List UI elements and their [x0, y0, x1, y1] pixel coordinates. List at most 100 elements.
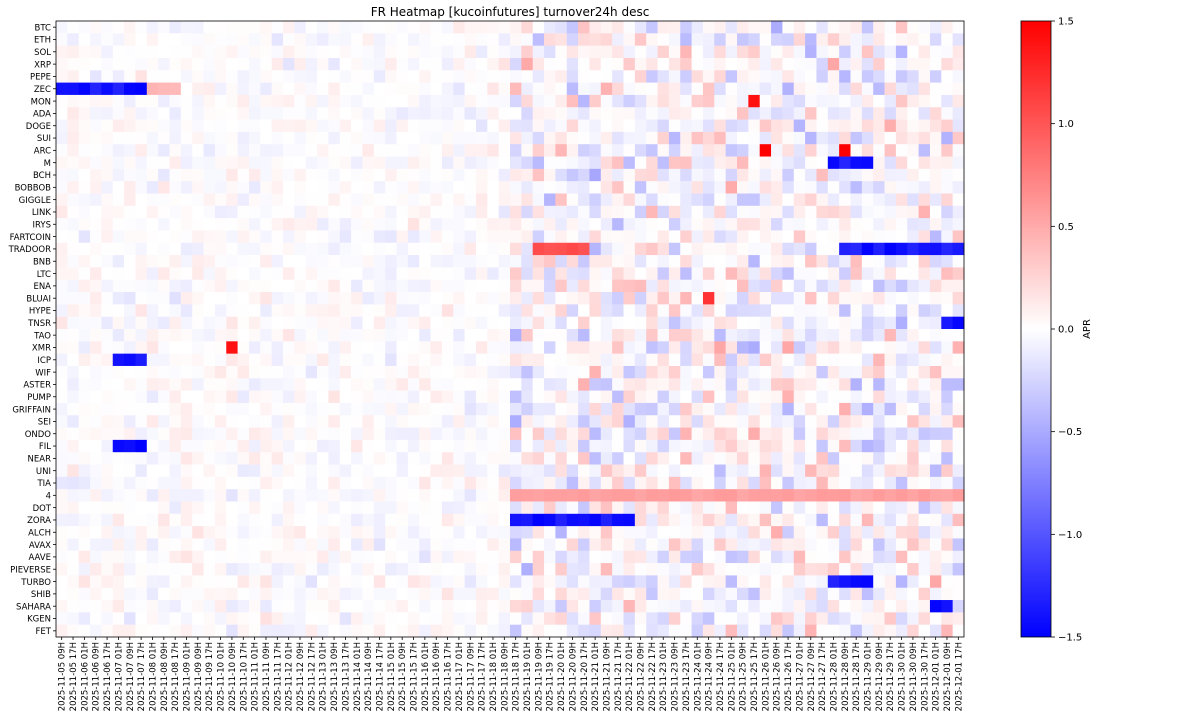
heatmap-cell	[487, 341, 500, 355]
row-label: WIF	[35, 368, 51, 378]
heatmap-cell	[294, 600, 307, 613]
heatmap-cell	[805, 292, 817, 305]
heatmap-cell	[578, 131, 590, 145]
heatmap-cell	[691, 550, 704, 564]
heatmap-cell	[771, 624, 783, 638]
column-label: 2025-11-16 01H	[421, 642, 431, 711]
heatmap-cell	[464, 452, 477, 465]
heatmap-cell	[952, 439, 965, 453]
heatmap-cell	[475, 464, 488, 478]
heatmap-cell	[180, 193, 193, 207]
heatmap-cell	[952, 255, 965, 268]
heatmap-cell	[226, 33, 238, 47]
heatmap-cell	[294, 464, 307, 478]
heatmap-cell	[226, 439, 238, 453]
heatmap-cell	[680, 33, 692, 47]
heatmap-cell	[634, 600, 647, 613]
heatmap-cell	[294, 439, 307, 453]
heatmap-cell	[248, 156, 261, 170]
heatmap-cell	[430, 427, 443, 441]
heatmap-cell	[396, 329, 409, 342]
heatmap-cell	[453, 218, 465, 231]
heatmap-cell	[544, 94, 556, 108]
heatmap-cell	[759, 476, 772, 490]
heatmap-cell	[623, 575, 636, 589]
heatmap-cell	[600, 402, 613, 416]
heatmap-cell	[56, 489, 68, 502]
heatmap-cell	[839, 279, 851, 293]
heatmap-cell	[680, 612, 692, 626]
heatmap-cell	[600, 316, 613, 330]
heatmap-cell	[612, 94, 624, 108]
heatmap-cell	[668, 501, 681, 515]
heatmap-cell	[702, 600, 715, 613]
heatmap-cell	[112, 624, 125, 638]
heatmap-cell	[124, 255, 136, 268]
heatmap-cell	[248, 144, 261, 157]
heatmap-cell	[124, 119, 136, 133]
heatmap-cell	[385, 144, 397, 157]
heatmap-cell	[112, 230, 125, 244]
heatmap-cell	[884, 168, 897, 182]
heatmap-cell	[237, 107, 250, 120]
heatmap-cell	[623, 181, 636, 194]
heatmap-cell	[453, 168, 465, 182]
heatmap-cell	[759, 378, 772, 391]
heatmap-cell	[475, 144, 488, 157]
heatmap-cell	[691, 292, 704, 305]
heatmap-cell	[929, 107, 942, 120]
heatmap-cell	[668, 181, 681, 194]
heatmap-cell	[317, 279, 329, 293]
heatmap-cell	[169, 489, 182, 502]
heatmap-cell	[895, 365, 908, 379]
heatmap-cell	[929, 489, 942, 502]
heatmap-cell	[532, 513, 545, 527]
heatmap-cell	[612, 70, 624, 83]
heatmap-cell	[90, 464, 102, 478]
heatmap-cell	[634, 563, 647, 576]
heatmap-cell	[589, 476, 602, 490]
heatmap-cell	[487, 612, 500, 626]
heatmap-cell	[646, 513, 658, 527]
heatmap-cell	[941, 600, 954, 613]
heatmap-cell	[419, 156, 431, 170]
heatmap-cell	[544, 230, 556, 244]
heatmap-cell	[782, 489, 795, 502]
heatmap-cell	[668, 119, 681, 133]
heatmap-cell	[328, 267, 341, 281]
heatmap-cell	[805, 390, 817, 404]
heatmap-cell	[555, 501, 568, 515]
heatmap-cell	[884, 513, 897, 527]
heatmap-cell	[441, 33, 454, 47]
heatmap-cell	[861, 57, 874, 71]
heatmap-cell	[600, 464, 613, 478]
heatmap-cell	[226, 464, 238, 478]
heatmap-cell	[396, 107, 409, 120]
heatmap-cell	[793, 33, 806, 47]
heatmap-cell	[294, 587, 307, 601]
heatmap-cell	[305, 538, 318, 552]
heatmap-cell	[214, 329, 227, 342]
heatmap-cell	[169, 82, 182, 96]
heatmap-cell	[929, 255, 942, 268]
heatmap-cell	[771, 144, 783, 157]
heatmap-cell	[146, 575, 159, 589]
heatmap-cell	[351, 144, 363, 157]
heatmap-cell	[339, 70, 352, 83]
heatmap-cell	[816, 513, 829, 527]
heatmap-cell	[555, 107, 568, 120]
heatmap-cell	[748, 550, 761, 564]
heatmap-cell	[748, 464, 761, 478]
heatmap-cell	[248, 439, 261, 453]
heatmap-cell	[771, 501, 783, 515]
heatmap-cell	[305, 563, 318, 576]
heatmap-cell	[271, 21, 284, 34]
heatmap-cell	[918, 452, 931, 465]
heatmap-cell	[612, 144, 624, 157]
heatmap-cell	[169, 119, 182, 133]
heatmap-cell	[158, 402, 170, 416]
row-label: MON	[31, 97, 51, 107]
heatmap-cell	[430, 329, 443, 342]
heatmap-cell	[714, 341, 727, 355]
heatmap-cell	[180, 575, 193, 589]
